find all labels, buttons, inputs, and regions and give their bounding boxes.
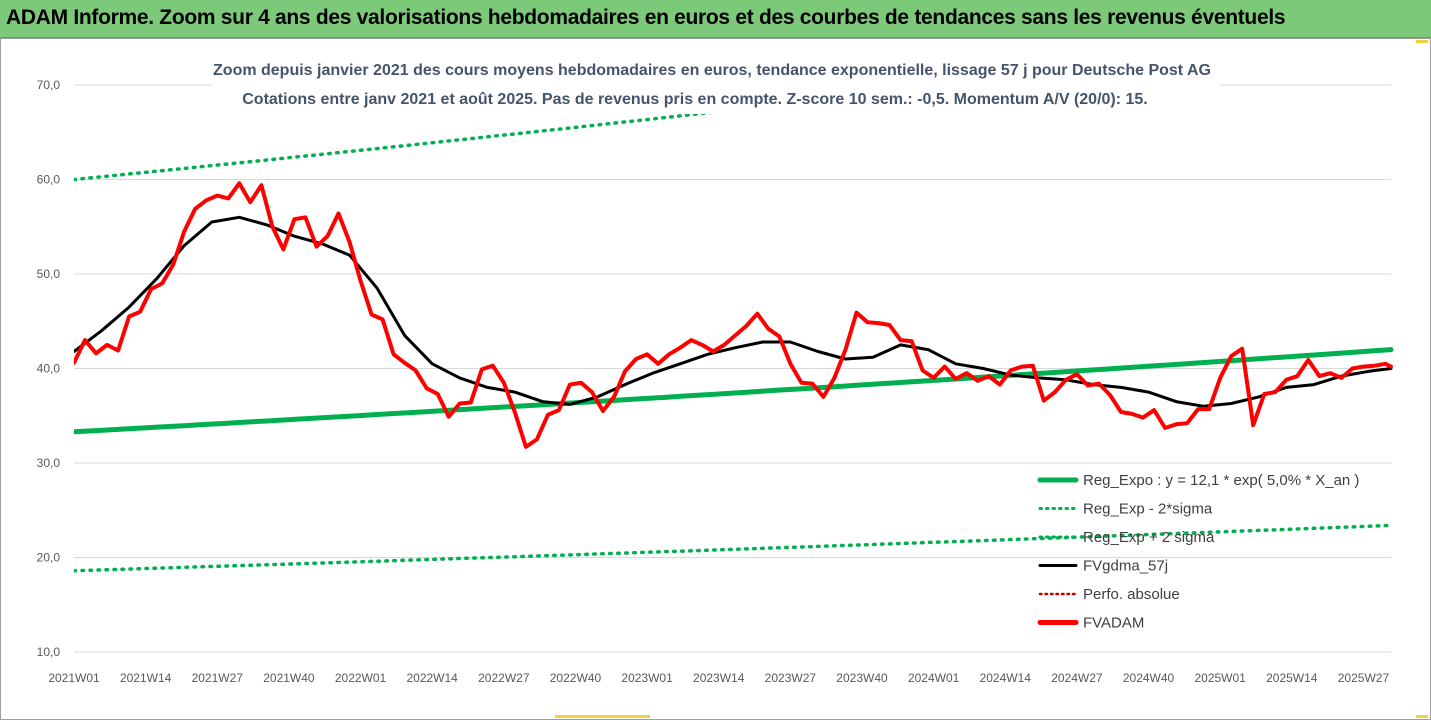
series-fvadam — [74, 181, 1393, 449]
y-tick-label: 40,0 — [37, 362, 61, 376]
series-fvgdma-57j — [74, 215, 1393, 408]
series-reg-expo — [74, 347, 1394, 435]
chart-subtitle-line2: Cotations entre janv 2021 et août 2025. … — [242, 91, 1148, 108]
series-reg-minus-2sigma — [74, 523, 1393, 573]
corner-marker-bottom — [555, 715, 650, 718]
chart-subtitle-line1: Zoom depuis janvier 2021 des cours moyen… — [213, 62, 1211, 79]
y-tick-label: 70,0 — [37, 78, 61, 92]
y-axis-ticks: 10,0 20,0 30,0 40,0 50,0 60,0 70,0 — [37, 78, 61, 659]
report-title: ADAM Informe. Zoom sur 4 ans des valoris… — [6, 6, 1286, 29]
x-tick-label: 2023W14 — [693, 671, 745, 685]
x-tick-label: 2022W27 — [478, 671, 530, 685]
report-banner: ADAM Informe. Zoom sur 4 ans des valoris… — [0, 0, 1431, 38]
grid-layer — [74, 84, 1391, 653]
x-tick-label: 2021W27 — [192, 671, 244, 685]
x-axis-ticks: 2021W01 2021W14 2021W27 2021W40 2022W01 2022W… — [48, 671, 1389, 685]
x-tick-label: 2024W40 — [1123, 671, 1175, 685]
legend-label: Reg_Exp + 2 sigma — [1083, 529, 1215, 546]
x-tick-label: 2025W14 — [1266, 671, 1318, 685]
y-tick-label: 30,0 — [37, 456, 61, 470]
y-tick-label: 10,0 — [37, 645, 61, 659]
y-tick-label: 50,0 — [37, 267, 61, 281]
corner-marker-top — [1416, 40, 1428, 43]
x-tick-label: 2021W40 — [263, 671, 315, 685]
x-tick-label: 2023W01 — [621, 671, 673, 685]
series-layer — [74, 83, 1394, 573]
x-tick-label: 2023W40 — [836, 671, 888, 685]
subtitle-background — [212, 50, 1220, 114]
legend-label: FVgdma_57j — [1083, 558, 1168, 575]
x-tick-label: 2022W14 — [406, 671, 458, 685]
legend-label: FVADAM — [1083, 615, 1144, 632]
legend-label: Perfo. absolue — [1083, 586, 1180, 603]
x-tick-label: 2024W27 — [1051, 671, 1103, 685]
x-tick-label: 2023W27 — [765, 671, 817, 685]
x-tick-label: 2022W40 — [550, 671, 602, 685]
x-tick-label: 2022W01 — [335, 671, 387, 685]
corner-marker-bottom-right — [1416, 715, 1428, 718]
x-tick-label: 2025W01 — [1194, 671, 1246, 685]
x-tick-label: 2024W14 — [980, 671, 1032, 685]
legend-label: Reg_Exp - 2*sigma — [1083, 501, 1213, 518]
x-tick-label: 2024W01 — [908, 671, 960, 685]
x-tick-label: 2021W14 — [120, 671, 172, 685]
y-tick-label: 20,0 — [37, 551, 61, 565]
legend-label: Reg_Expo : y = 12,1 * exp( 5,0% * X_an ) — [1083, 472, 1359, 489]
y-tick-label: 60,0 — [37, 173, 61, 187]
x-tick-label: 2021W01 — [48, 671, 100, 685]
chart-legend: Reg_Expo : y = 12,1 * exp( 5,0% * X_an )… — [1037, 472, 1359, 632]
x-tick-label: 2025W27 — [1338, 671, 1390, 685]
